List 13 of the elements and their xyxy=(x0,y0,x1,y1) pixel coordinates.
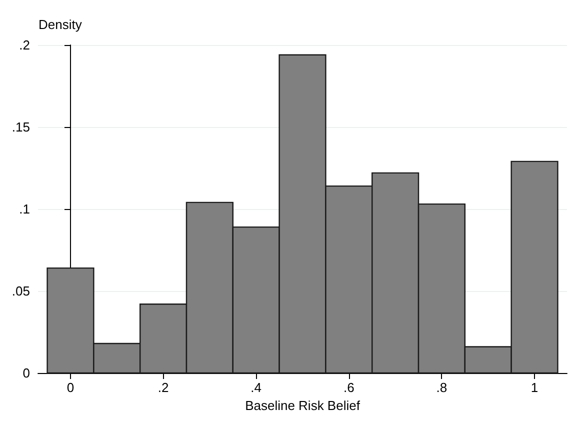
x-axis-title: Baseline Risk Belief xyxy=(245,398,360,413)
x-tick-label: .8 xyxy=(436,380,448,395)
y-tick-label: .15 xyxy=(12,120,30,134)
y-tick-label: 0 xyxy=(22,366,30,380)
x-tick-label: .2 xyxy=(158,380,169,395)
x-tick-label: .6 xyxy=(343,380,354,395)
y-tick-label: .05 xyxy=(12,284,30,298)
x-tick-label: 1 xyxy=(530,380,538,395)
x-tick-label: .4 xyxy=(250,380,262,395)
y-tick-label: .1 xyxy=(19,202,30,216)
y-tick-label: .2 xyxy=(19,38,30,52)
x-tick-label: 0 xyxy=(66,380,74,395)
y-axis-title: Density xyxy=(38,17,82,32)
